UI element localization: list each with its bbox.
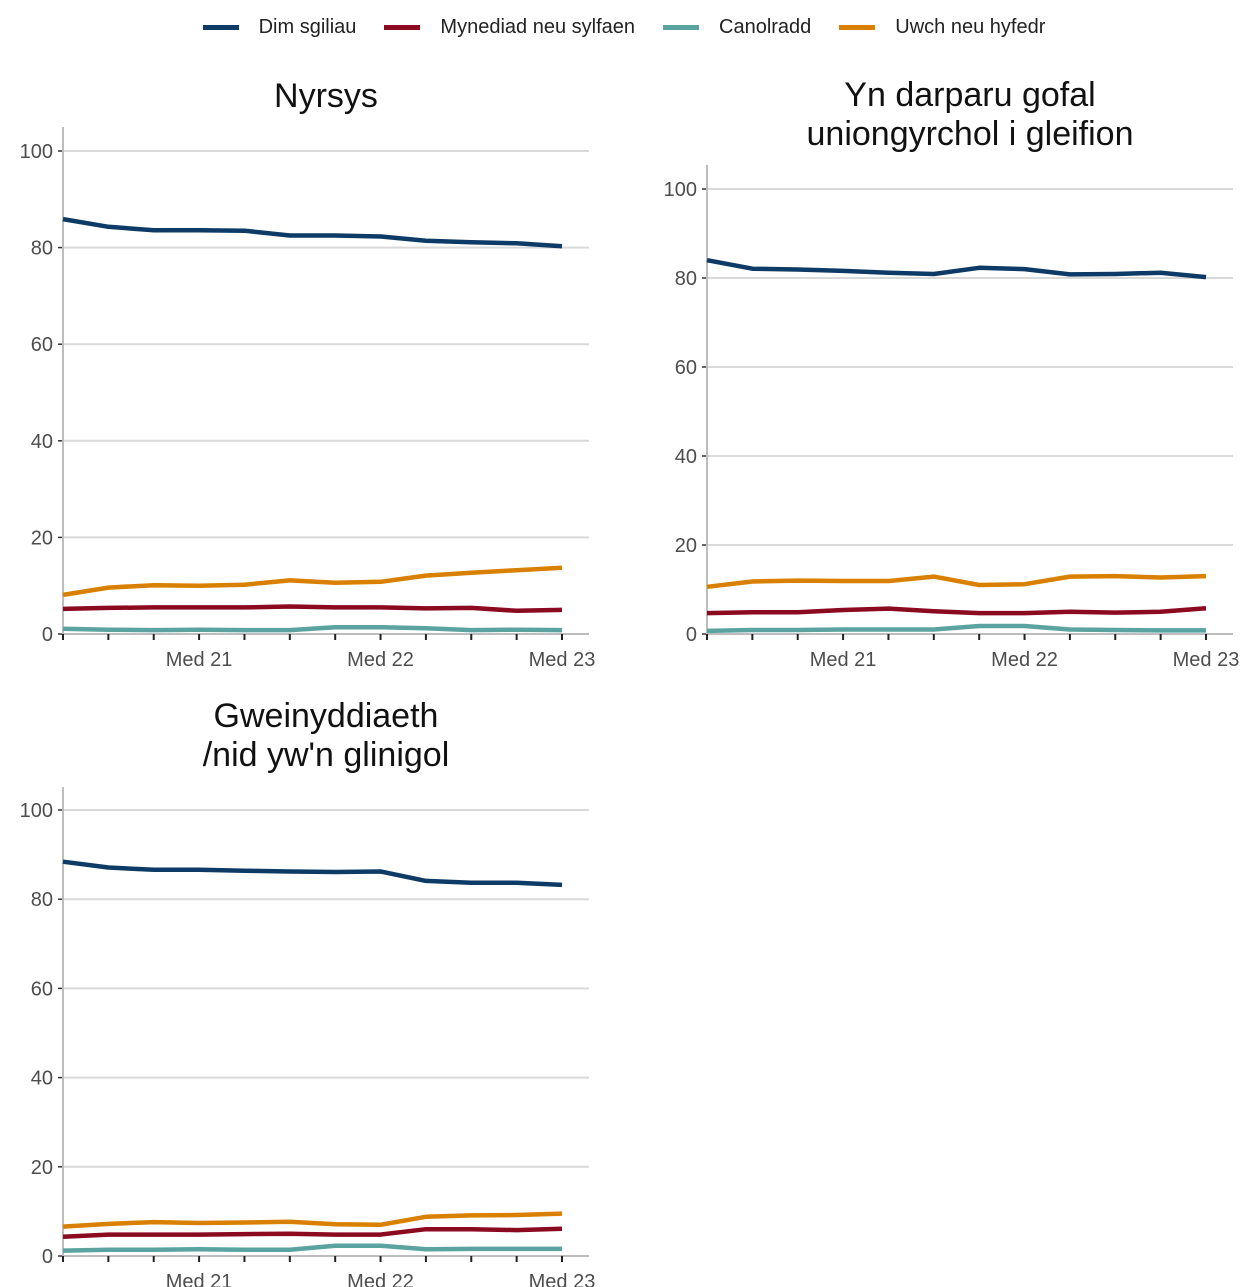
x-tick-label: Med 21 [166,1271,233,1287]
panel-1: Nyrsys 0 20 40 60 80 100 Med 21 Med 22 Med 23 [20,77,596,671]
series-line-myn [62,604,563,614]
y-tick-label: 20 [31,1157,53,1179]
legend-item-dim: Dim sgiliau [202,15,357,39]
y-tick-label: 60 [31,334,53,356]
series-line-dim [706,257,1207,280]
legend-swatch-can [663,24,699,30]
y-tick-label: 60 [675,357,697,379]
y-tick-label: 40 [31,1068,53,1090]
x-tick-label: Med 22 [347,649,414,671]
series-line-can [62,624,563,633]
series-line-can [706,623,1206,634]
y-tick-label: 80 [31,889,53,911]
legend-label-uwch: Uwch neu hyfedr [895,15,1046,38]
y-tick-label: 40 [31,431,53,453]
series-line-myn [62,1226,563,1240]
y-tick-label: 100 [20,141,53,163]
x-tick-label: Med 23 [1173,649,1240,671]
x-tick-label: Med 23 [529,1271,596,1287]
panel-title: Yn darparu gofal [844,76,1095,114]
series-line-can [62,1243,562,1253]
y-tick-label: 0 [686,624,697,646]
series-line-dim [62,216,563,249]
x-tick-label: Med 21 [810,649,877,671]
y-tick-label: 40 [675,446,697,468]
x-tick-label: Med 22 [347,1271,414,1287]
legend-swatch-myn [384,24,421,30]
series-line-dim [62,859,563,888]
legend-item-can: Canolradd [663,16,811,39]
legend-label-myn: Mynediad neu sylfaen [440,15,635,38]
y-tick-label: 60 [31,978,53,1000]
y-tick-label: 100 [20,800,53,822]
legend-swatch-uwch [839,24,876,30]
panel-title: /nid yw'n glinigol [203,736,450,774]
y-tick-label: 0 [42,1246,53,1268]
panel-title: Nyrsys [274,77,378,115]
legend-item-uwch: Uwch neu hyfedr [839,16,1045,39]
y-tick-label: 100 [664,179,697,201]
y-tick-label: 80 [31,238,53,260]
legend-item-myn: Mynediad neu sylfaen [384,16,635,39]
x-tick-label: Med 23 [529,649,596,671]
legend-swatch-dim [202,24,239,30]
series-line-uwch [62,1211,563,1229]
y-tick-label: 20 [675,535,697,557]
panel-title: uniongyrchol i gleifion [807,115,1134,153]
legend: Dim sgiliau Mynediad neu sylfaen Canolradd… [0,12,1248,42]
x-tick-label: Med 21 [166,649,233,671]
y-tick-label: 80 [675,268,697,290]
legend-label-can: Canolradd [719,15,812,38]
series-line-myn [706,605,1207,616]
series-line-uwch [62,565,563,598]
x-tick-label: Med 22 [991,649,1058,671]
legend-label-dim: Dim sgiliau [258,15,357,38]
series-line-uwch [706,573,1207,590]
panel-3: Gweinyddiaeth/nid yw'n glinigol 0 20 40 60 80… [20,697,596,1287]
panel-title: Gweinyddiaeth [214,697,439,735]
y-tick-label: 20 [31,527,53,549]
y-tick-label: 0 [42,624,53,646]
